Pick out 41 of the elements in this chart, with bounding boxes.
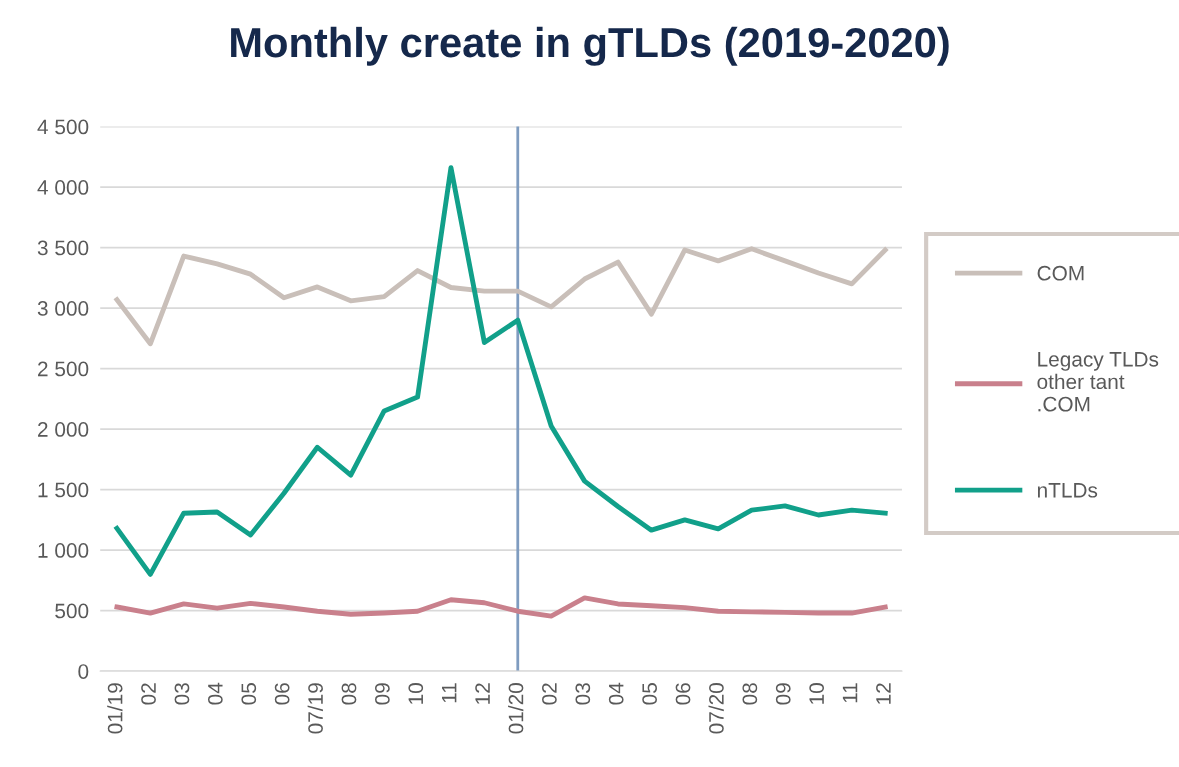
x-tick-label: 08 xyxy=(341,683,357,705)
x-tick-label: 12 xyxy=(876,683,891,704)
y-tick-label: 4 500 xyxy=(37,119,89,135)
legend-label: nTLDs xyxy=(1037,483,1098,498)
x-tick-label: 03 xyxy=(174,683,190,705)
x-tick-label: 10 xyxy=(408,683,424,704)
x-tick-label: 05 xyxy=(642,683,657,705)
x-tick-label: 11 xyxy=(842,683,858,703)
x-tick-label: 02 xyxy=(141,683,156,705)
legend-label: Legacy TLDs other tant .COM xyxy=(1037,352,1159,412)
x-tick-label: 07/19 xyxy=(307,683,323,734)
y-tick-label: 2 000 xyxy=(38,422,89,437)
x-tick-label: 02 xyxy=(542,683,557,705)
y-tick-label: 2 500 xyxy=(38,361,89,377)
y-tick-label: 1 000 xyxy=(38,543,89,558)
line-series xyxy=(114,246,888,347)
x-tick-label: 05 xyxy=(241,683,257,705)
y-tick-label: 1 500 xyxy=(38,482,89,498)
y-tick-label: 500 xyxy=(55,603,89,619)
x-tick-label: 04 xyxy=(608,682,624,705)
y-tick-label: 0 xyxy=(78,664,89,679)
line-series xyxy=(114,595,888,619)
x-tick-label: 06 xyxy=(274,683,290,705)
chart-title: Monthly create in gTLDs (2019-2020) xyxy=(231,26,949,66)
x-tick-label: 08 xyxy=(742,683,758,705)
x-tick-label: 11 xyxy=(442,683,457,703)
x-tick-label: 09 xyxy=(775,683,791,705)
x-tick-label: 01/19 xyxy=(107,683,123,734)
x-tick-label: 07/20 xyxy=(708,683,724,734)
x-tick-label: 03 xyxy=(575,683,591,705)
x-tick-label: 01/20 xyxy=(508,683,524,734)
y-tick-label: 4 000 xyxy=(37,180,89,195)
x-tick-label: 12 xyxy=(475,683,490,704)
legend-label: COM xyxy=(1037,265,1084,281)
x-tick-label: 09 xyxy=(375,683,390,705)
x-tick-label: 04 xyxy=(207,682,223,705)
y-tick-label: 3 000 xyxy=(37,301,89,316)
x-tick-label: 06 xyxy=(675,683,691,705)
y-tick-label: 3 500 xyxy=(37,240,89,256)
line-series xyxy=(114,165,888,577)
x-tick-label: 10 xyxy=(809,683,825,704)
